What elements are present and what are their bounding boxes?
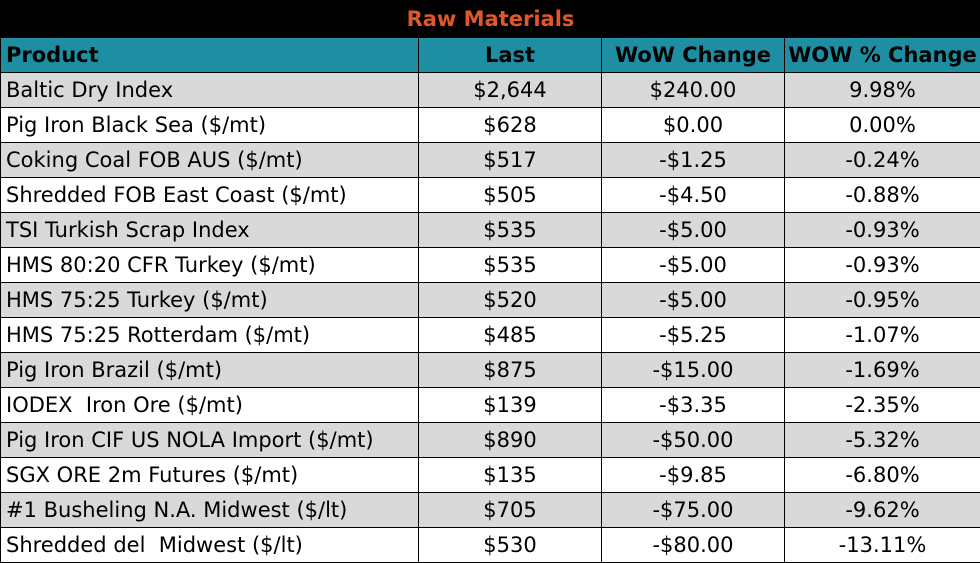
cell-wow-pct-change: -1.69%	[783, 352, 980, 388]
table-row: SGX ORE 2m Futures ($/mt) $135 -$9.85 -6…	[0, 457, 980, 493]
cell-wow-pct-change: -5.32%	[783, 422, 980, 458]
column-header-last: Last	[418, 37, 602, 73]
cell-wow-pct-change: 0.00%	[783, 107, 980, 143]
table-row: #1 Busheling N.A. Midwest ($/lt) $705 -$…	[0, 492, 980, 528]
cell-last: $890	[418, 422, 602, 458]
cell-last: $139	[418, 387, 602, 423]
cell-wow-pct-change: -13.11%	[783, 527, 980, 563]
cell-product: TSI Turkish Scrap Index	[0, 212, 419, 248]
cell-last: $535	[418, 247, 602, 283]
cell-wow-change: -$3.35	[601, 387, 785, 423]
cell-product: Baltic Dry Index	[0, 72, 419, 108]
table-row: Shredded del Midwest ($/lt) $530 -$80.00…	[0, 527, 980, 563]
cell-product: HMS 80:20 CFR Turkey ($/mt)	[0, 247, 419, 283]
cell-product: HMS 75:25 Turkey ($/mt)	[0, 282, 419, 318]
cell-wow-pct-change: -6.80%	[783, 457, 980, 493]
cell-product: IODEX Iron Ore ($/mt)	[0, 387, 419, 423]
cell-product: Shredded FOB East Coast ($/mt)	[0, 177, 419, 213]
cell-wow-pct-change: -0.24%	[783, 142, 980, 178]
cell-wow-change: -$80.00	[601, 527, 785, 563]
cell-product: SGX ORE 2m Futures ($/mt)	[0, 457, 419, 493]
cell-last: $628	[418, 107, 602, 143]
cell-last: $485	[418, 317, 602, 353]
cell-wow-pct-change: -0.93%	[783, 212, 980, 248]
cell-wow-change: $240.00	[601, 72, 785, 108]
cell-product: HMS 75:25 Rotterdam ($/mt)	[0, 317, 419, 353]
cell-wow-pct-change: -0.88%	[783, 177, 980, 213]
cell-wow-pct-change: -0.93%	[783, 247, 980, 283]
table-row: TSI Turkish Scrap Index $535 -$5.00 -0.9…	[0, 212, 980, 248]
table-row: Coking Coal FOB AUS ($/mt) $517 -$1.25 -…	[0, 142, 980, 178]
table-row: Baltic Dry Index $2,644 $240.00 9.98%	[0, 72, 980, 108]
table-row: HMS 80:20 CFR Turkey ($/mt) $535 -$5.00 …	[0, 247, 980, 283]
cell-last: $505	[418, 177, 602, 213]
cell-wow-pct-change: -0.95%	[783, 282, 980, 318]
cell-wow-change: -$15.00	[601, 352, 785, 388]
table-row: Pig Iron Black Sea ($/mt) $628 $0.00 0.0…	[0, 107, 980, 143]
cell-wow-pct-change: -9.62%	[783, 492, 980, 528]
cell-wow-pct-change: 9.98%	[783, 72, 980, 108]
cell-wow-change: -$5.25	[601, 317, 785, 353]
title-row: Raw Materials	[0, 0, 980, 38]
cell-wow-change: -$1.25	[601, 142, 785, 178]
cell-wow-change: -$5.00	[601, 212, 785, 248]
table-row: Pig Iron CIF US NOLA Import ($/mt) $890 …	[0, 422, 980, 458]
table-title: Raw Materials	[0, 0, 980, 38]
cell-product: Coking Coal FOB AUS ($/mt)	[0, 142, 419, 178]
cell-wow-pct-change: -1.07%	[783, 317, 980, 353]
cell-wow-change: -$75.00	[601, 492, 785, 528]
column-header-wow-pct-change: WOW % Change	[783, 37, 980, 73]
cell-wow-change: -$5.00	[601, 247, 785, 283]
cell-last: $705	[418, 492, 602, 528]
cell-last: $2,644	[418, 72, 602, 108]
cell-last: $517	[418, 142, 602, 178]
cell-wow-change: -$4.50	[601, 177, 785, 213]
table-row: HMS 75:25 Rotterdam ($/mt) $485 -$5.25 -…	[0, 317, 980, 353]
cell-wow-change: -$9.85	[601, 457, 785, 493]
column-header-product: Product	[0, 37, 419, 73]
cell-product: Pig Iron CIF US NOLA Import ($/mt)	[0, 422, 419, 458]
cell-wow-change: $0.00	[601, 107, 785, 143]
cell-product: Pig Iron Brazil ($/mt)	[0, 352, 419, 388]
cell-product: #1 Busheling N.A. Midwest ($/lt)	[0, 492, 419, 528]
column-header-wow-change: WoW Change	[601, 37, 785, 73]
table-row: Pig Iron Brazil ($/mt) $875 -$15.00 -1.6…	[0, 352, 980, 388]
cell-last: $530	[418, 527, 602, 563]
header-row: Product Last WoW Change WOW % Change	[0, 37, 980, 73]
table-row: Shredded FOB East Coast ($/mt) $505 -$4.…	[0, 177, 980, 213]
table-row: IODEX Iron Ore ($/mt) $139 -$3.35 -2.35%	[0, 387, 980, 423]
cell-last: $535	[418, 212, 602, 248]
cell-wow-change: -$50.00	[601, 422, 785, 458]
cell-product: Shredded del Midwest ($/lt)	[0, 527, 419, 563]
cell-last: $520	[418, 282, 602, 318]
cell-last: $875	[418, 352, 602, 388]
cell-product: Pig Iron Black Sea ($/mt)	[0, 107, 419, 143]
cell-wow-pct-change: -2.35%	[783, 387, 980, 423]
table-row: HMS 75:25 Turkey ($/mt) $520 -$5.00 -0.9…	[0, 282, 980, 318]
cell-wow-change: -$5.00	[601, 282, 785, 318]
cell-last: $135	[418, 457, 602, 493]
